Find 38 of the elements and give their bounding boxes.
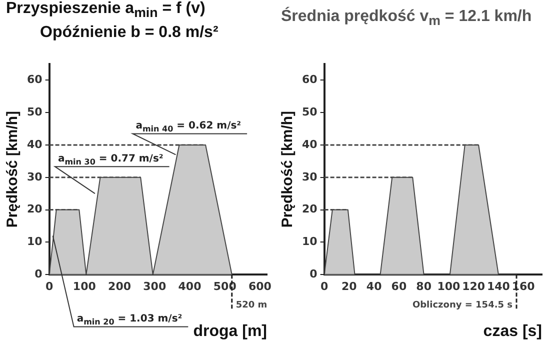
ref-line-label: 520 m [236, 300, 268, 311]
x-tick-label: 100 [72, 280, 96, 294]
y-axis-title: Prędkość [km/h] [279, 110, 296, 228]
x-tick-label: 0 [320, 280, 328, 294]
y-tick-label: 0 [310, 267, 318, 280]
x-axis-title: czas [s] [483, 322, 542, 340]
x-tick-label: 20 [342, 280, 358, 294]
x-tick-label: 0 [45, 280, 54, 294]
y-axis-title: Prędkość [km/h] [4, 110, 22, 228]
y-tick-label: 20 [26, 202, 43, 216]
chart-title: Przyspieszenie a$_{min}$ = f (v) [5, 0, 206, 22]
y-tick-label: 30 [302, 170, 318, 184]
x-tick-label: 400 [178, 280, 202, 294]
x-axis-title: droga [m] [193, 322, 267, 340]
y-tick-label: 60 [302, 73, 318, 86]
chart-subtitle: Opóźnienie b = 0.8 m/s² [39, 24, 220, 43]
x-tick-label: 200 [108, 280, 132, 294]
x-tick-label: 600 [248, 280, 272, 294]
x-tick-label: 100 [437, 280, 461, 294]
x-tick-label: 60 [391, 280, 407, 294]
x-tick-label: 120 [462, 280, 486, 294]
chart-title: Średnia prędkość v$_{m}$ = 12.1 km/h [280, 6, 533, 30]
y-tick-label: 50 [26, 105, 43, 118]
y-tick-label: 40 [26, 138, 43, 151]
ref-line-label: Obliczony = 154.5 s [412, 300, 512, 311]
y-tick-label: 50 [302, 105, 318, 118]
y-tick-label: 10 [26, 235, 43, 248]
y-tick-label: 0 [34, 267, 43, 280]
y-tick-label: 60 [26, 73, 43, 86]
x-tick-label: 40 [366, 280, 382, 294]
x-tick-label: 140 [486, 280, 510, 294]
y-tick-label: 10 [302, 235, 318, 248]
x-tick-label: 80 [416, 280, 432, 294]
y-tick-label: 20 [302, 202, 318, 216]
x-tick-label: 500 [213, 280, 237, 294]
y-tick-label: 30 [26, 170, 43, 184]
y-tick-label: 40 [302, 138, 318, 151]
x-tick-label: 300 [143, 280, 166, 294]
